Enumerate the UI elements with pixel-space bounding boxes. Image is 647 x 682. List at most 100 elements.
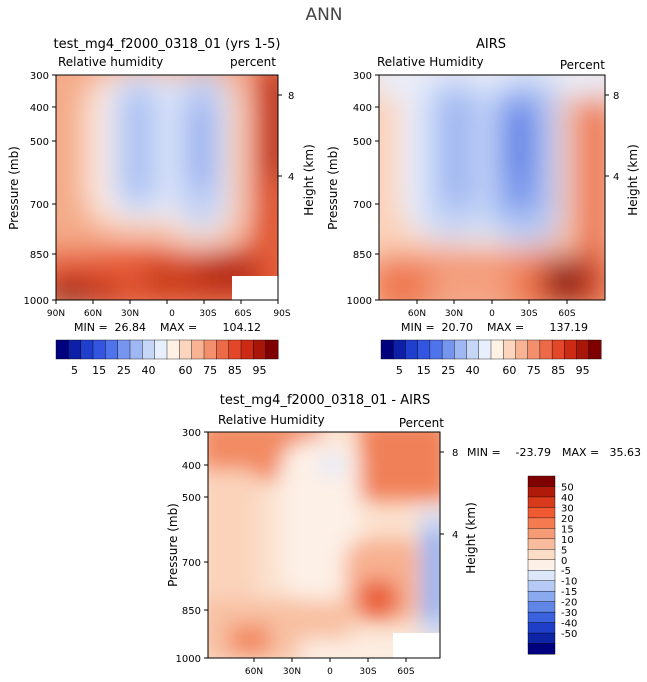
colorbar-swatch [527,496,556,508]
x-tick-label: 30N [445,309,463,319]
y-axis-right: 8 4 Height (km) [278,91,316,216]
colorbar-swatch [576,339,590,360]
colorbar-swatch [228,339,242,360]
colorbar-tick-label: 15 [92,364,106,377]
colorbar-swatch [393,339,406,360]
colorbar-swatch [490,339,504,360]
y-right-axis-label: Height (km) [302,144,316,215]
max-value: 137.19 [550,321,589,334]
colorbar-swatch [551,339,565,360]
colorbar-swatch [142,339,156,360]
y-tick-label: 850 [353,250,372,261]
colorbar-swatch [515,339,529,360]
y-right-axis-label: Height (km) [464,502,478,573]
colorbar-swatch [527,528,556,540]
y-axis-label: Pressure (mb) [166,503,180,587]
x-tick-label: 30S [520,309,537,319]
stats: MIN = 26.84 MAX = 104.12 [74,321,261,334]
colorbar-tick-label: 75 [203,364,217,377]
x-tick-label: 60N [408,309,426,319]
panel-subtitle-left: Relative humidity [58,55,163,69]
max-value: 104.12 [223,321,262,334]
colorbar-swatch [527,643,556,655]
colorbar-swatch [253,339,267,360]
y-tick-label: 1000 [347,296,372,307]
x-tick-label: 0 [169,309,175,319]
stats: MIN = 20.70 MAX = 137.19 [401,321,588,334]
heatmap-field [379,75,605,300]
panel-subtitle-left: Relative Humidity [377,55,484,69]
colorbar-swatch [527,549,556,561]
y-tick-label: 500 [182,493,201,504]
height-tick-label: 8 [288,91,294,102]
x-tick-label: 60S [558,309,575,319]
colorbar-tick-label: 60 [502,364,516,377]
colorbar-swatch [564,339,578,360]
colorbar-swatch [527,538,556,550]
y-tick-label: 400 [353,103,372,114]
panel-subtitle-right: percent [230,55,276,69]
colorbar-swatch [191,339,205,360]
colorbar-swatch [527,580,556,592]
colorbar-tick-label: 40 [561,493,574,504]
colorbar-tick-label: 95 [253,364,267,377]
colorbar-model: 5 15 25 40 60 75 85 95 [55,339,279,377]
y-right-axis-label: Height (km) [626,144,640,215]
colorbar-tick-label: 40 [142,364,156,377]
y-axis-left: 300 400 500 700 850 1000 Pressure (mb) [326,71,379,307]
colorbar-swatch [203,339,217,360]
min-value: 26.84 [115,321,147,334]
height-tick-label: 4 [613,172,619,183]
colorbar-swatch [92,339,106,360]
y-axis-right: 8 4 Height (km) [440,448,478,574]
panel-title: test_mg4_f2000_0318_01 (yrs 1-5) [54,37,281,52]
x-tick-label: 60S [234,309,251,319]
y-tick-label: 850 [30,250,49,261]
colorbar-swatch [105,339,119,360]
panel-airs: AIRS Relative Humidity Percent [326,37,640,334]
height-tick-label: 8 [452,448,458,459]
max-label: MAX = [160,321,197,334]
height-tick-label: 4 [452,530,458,541]
colorbar-tick-label: -5 [561,566,571,577]
x-axis: 60N 30N 0 30S 60S [245,658,415,677]
colorbar-swatch [466,339,480,360]
colorbar-swatch [441,339,455,360]
min-value: 20.70 [442,321,474,334]
x-tick-label: 30N [121,309,139,319]
panel-model: test_mg4_f2000_0318_01 (yrs 1-5) Relativ… [7,37,316,334]
colorbar-swatch [417,339,431,360]
x-tick-label: 90N [47,309,65,319]
y-tick-label: 500 [30,137,49,148]
height-tick-label: 8 [613,91,619,102]
colorbar-swatch [478,339,492,360]
y-axis-left: 300 400 500 700 850 1000 Pressure (mb) [166,428,208,665]
height-tick-label: 4 [288,172,294,183]
colorbar-tick-label: 5 [71,364,78,377]
colorbar-swatch [380,339,394,360]
colorbar-swatch [405,339,419,360]
colorbar-swatch [166,339,180,360]
y-axis-left: 300 400 500 700 850 1000 Pressure (mb) [7,71,56,307]
x-tick-label: 0 [327,667,333,677]
colorbar-swatch [527,570,556,582]
colorbar-tick-label: 30 [561,503,574,514]
y-tick-label: 500 [353,137,372,148]
y-tick-label: 1000 [24,296,49,307]
stats: MIN = -23.79 MAX = 35.63 [467,446,641,459]
colorbar-tick-label: 85 [228,364,242,377]
y-tick-label: 700 [30,200,49,211]
colorbar-swatch [527,507,556,519]
colorbar-swatch [129,339,143,360]
panel-subtitle-right: Percent [399,416,444,430]
colorbar-swatch [527,601,556,613]
colorbar-swatch [154,339,168,360]
colorbar-tick-label: -15 [561,587,577,598]
heatmap-field [208,432,440,658]
y-tick-label: 400 [30,103,49,114]
max-label: MAX = [487,321,524,334]
y-tick-label: 300 [182,428,201,439]
x-axis: 60N 30N 0 30S 60S [408,300,576,319]
max-label: MAX = [562,446,599,459]
